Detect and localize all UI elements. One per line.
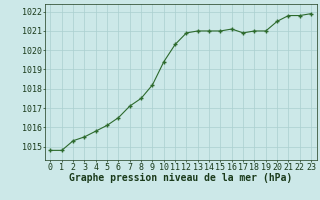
X-axis label: Graphe pression niveau de la mer (hPa): Graphe pression niveau de la mer (hPa)	[69, 173, 292, 183]
